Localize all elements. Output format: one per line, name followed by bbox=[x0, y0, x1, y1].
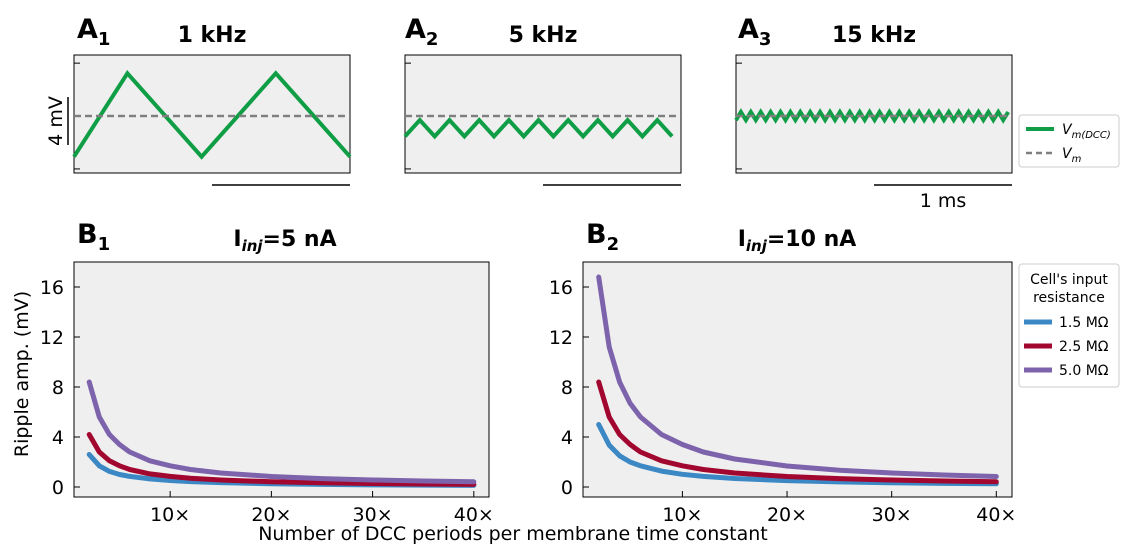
series-vmdcc-line bbox=[403, 117, 674, 140]
panel-title-a1: 1 kHz bbox=[178, 23, 247, 48]
x-tick-label: 30× bbox=[353, 504, 393, 526]
x-tick-label: 10× bbox=[150, 504, 190, 526]
panel-label-a2: A2 bbox=[405, 14, 438, 50]
legend-b-label-1: 1.5 MΩ bbox=[1059, 315, 1109, 331]
legend-a-label-vm: Vm bbox=[1062, 146, 1082, 165]
y-tick-label: 8 bbox=[561, 377, 573, 399]
y-tick-label: 16 bbox=[549, 277, 573, 299]
y-tick-label: 0 bbox=[561, 477, 573, 499]
series-line-1 bbox=[596, 422, 999, 487]
y-tick-label: 16 bbox=[40, 277, 64, 299]
legend-a: Vm(DCC) Vm bbox=[1018, 114, 1120, 168]
x-tick-label: 40× bbox=[976, 504, 1016, 526]
a1-plot bbox=[72, 54, 352, 174]
series-line-3 bbox=[596, 274, 999, 479]
panel-title-a3: 15 kHz bbox=[832, 23, 916, 48]
b1-plot: 0 4 8 12 16 10× 20× 30× 40× bbox=[40, 261, 494, 526]
panel-title-a2: 5 kHz bbox=[509, 23, 578, 48]
x-tick-label: 40× bbox=[454, 504, 494, 526]
legend-b: Cell's input resistance 1.5 MΩ 2.5 MΩ 5.… bbox=[1018, 263, 1120, 388]
b-plot-frame bbox=[73, 261, 490, 498]
panel-label-a1: A1 bbox=[77, 14, 110, 50]
legend-a-label-vmdcc: Vm(DCC) bbox=[1062, 122, 1111, 141]
panel-label-b1: B1 bbox=[77, 219, 110, 255]
x-axis-label: Number of DCC periods per membrane time … bbox=[258, 523, 768, 545]
series-vmdcc-line bbox=[72, 69, 352, 160]
legend-b-label-2: 2.5 MΩ bbox=[1059, 339, 1109, 355]
panel-label-a3: A3 bbox=[738, 14, 771, 50]
panel-title-b1: Iinj=5 nA bbox=[233, 227, 336, 255]
voltage-scale-label: 4 mV bbox=[45, 96, 67, 146]
y-tick-label: 0 bbox=[52, 477, 64, 499]
x-tick-label: 30× bbox=[872, 504, 912, 526]
legend-b-box bbox=[1018, 263, 1120, 388]
b2-plot: 0 4 8 12 16 10× 20× 30× 40× bbox=[549, 261, 1016, 526]
x-tick-label: 20× bbox=[251, 504, 291, 526]
y-tick-label: 12 bbox=[40, 327, 64, 349]
y-tick-label: 8 bbox=[52, 377, 64, 399]
a-plot-frame bbox=[73, 54, 351, 174]
legend-b-label-3: 5.0 MΩ bbox=[1059, 363, 1109, 379]
a3-plot bbox=[734, 54, 1013, 174]
y-tick-label: 12 bbox=[549, 327, 573, 349]
x-tick-label: 20× bbox=[767, 504, 807, 526]
series-line-2 bbox=[596, 379, 999, 485]
legend-b-title-line1: Cell's input bbox=[1030, 272, 1108, 288]
y-axis-label: Ripple amp. (mV) bbox=[11, 291, 33, 457]
y-tick-label: 4 bbox=[52, 427, 64, 449]
panel-title-b2: Iinj=10 nA bbox=[738, 227, 857, 255]
time-scale-label: 1 ms bbox=[920, 190, 967, 212]
a-plot-frame bbox=[404, 54, 682, 174]
series-line-3 bbox=[86, 379, 477, 485]
a2-plot bbox=[403, 54, 682, 174]
legend-b-title-line2: resistance bbox=[1033, 290, 1105, 306]
x-tick-label: 10× bbox=[662, 504, 702, 526]
series-line-2 bbox=[86, 432, 477, 487]
b-plot-frame bbox=[582, 261, 1013, 498]
panel-label-b2: B2 bbox=[586, 219, 619, 255]
y-tick-label: 4 bbox=[561, 427, 573, 449]
